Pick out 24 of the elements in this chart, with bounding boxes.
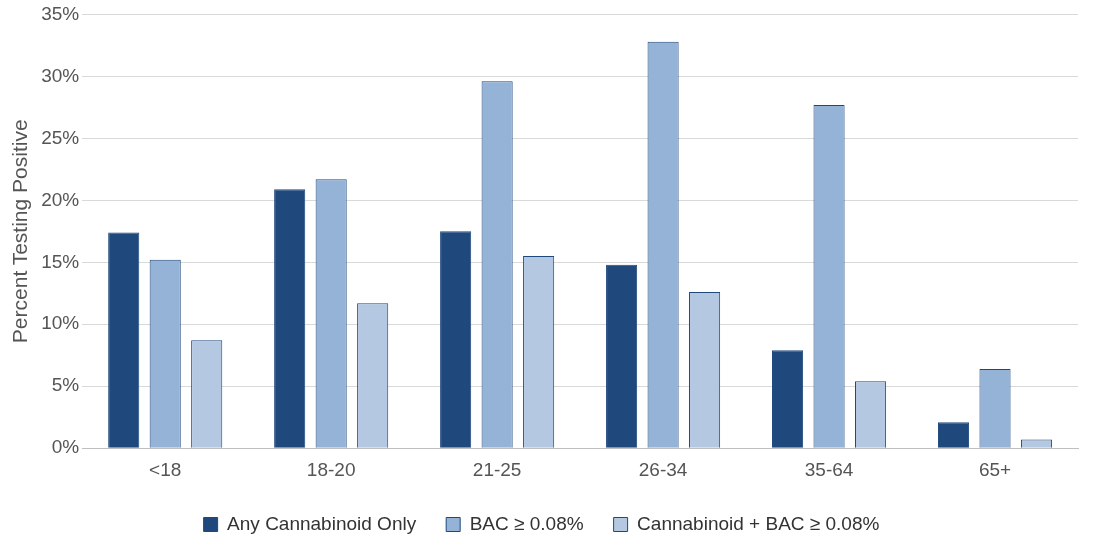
bar (606, 264, 638, 448)
legend-label: Any Cannabinoid Only (227, 512, 417, 534)
bar (440, 231, 472, 448)
y-tick-label: 20% (41, 188, 80, 210)
x-tick-label: 65+ (978, 458, 1012, 480)
y-tick-label: 10% (41, 312, 80, 334)
bar (772, 350, 804, 448)
y-tick-label: 5% (51, 374, 80, 396)
x-tick-label: 26-34 (638, 458, 688, 480)
bar (108, 232, 140, 448)
x-tick-label: 18-20 (306, 458, 356, 480)
y-axis-title: Percent Testing Positive (8, 119, 32, 344)
legend-label: BAC ≥ 0.08% (469, 512, 584, 534)
x-tick-label: 35-64 (804, 458, 854, 480)
bar (274, 189, 306, 448)
legend-label: Cannabinoid + BAC ≥ 0.08% (637, 512, 880, 534)
y-tick-label: 30% (41, 64, 80, 86)
bar (937, 422, 970, 448)
y-tick-label: 15% (41, 250, 80, 272)
x-tick-label: <18 (149, 458, 182, 480)
y-tick-label: 0% (51, 436, 80, 458)
y-tick-label: 35% (41, 2, 80, 24)
y-tick-label: 25% (41, 126, 80, 148)
x-tick-label: 21-25 (472, 458, 522, 480)
